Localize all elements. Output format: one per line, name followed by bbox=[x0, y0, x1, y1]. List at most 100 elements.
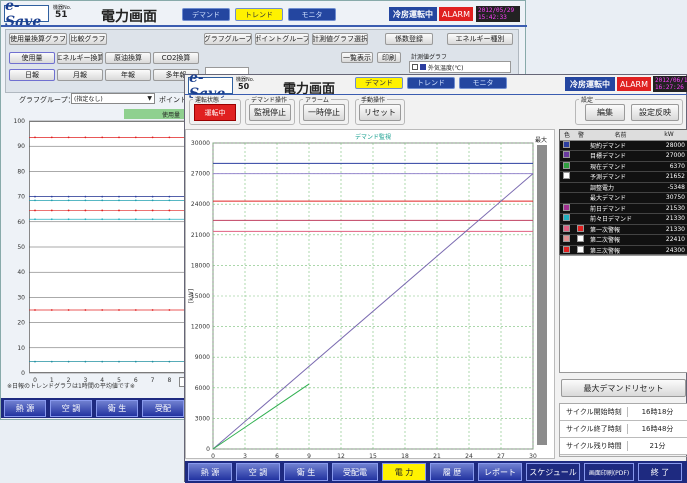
alarm-group-label: アラーム bbox=[303, 95, 331, 104]
trend-point bbox=[34, 309, 36, 311]
cycle-end-row: サイクル終了時刻 16時48分 bbox=[560, 421, 687, 438]
usage-graph-button[interactable]: 使用量換算グラフ bbox=[9, 33, 67, 45]
legend-color-swatch bbox=[563, 245, 570, 253]
datetime-display: 2012/06/13 16:27:26 bbox=[653, 76, 687, 92]
manual-op-label: 手動操作 bbox=[359, 95, 388, 104]
trend-y-tick-label: 80 bbox=[17, 168, 25, 175]
legend-color-swatch bbox=[563, 235, 570, 243]
nav-schedule[interactable]: スケジュール bbox=[526, 463, 580, 481]
legend-alarm-swatch bbox=[577, 224, 584, 232]
cat-tab-energy[interactable]: エネルギー換算 bbox=[57, 52, 103, 64]
pause-button[interactable]: 一時停止 bbox=[303, 104, 345, 121]
meter-item-label: 外気温度(℃) bbox=[428, 64, 464, 72]
compare-graph-button[interactable]: 比較グラフ bbox=[69, 33, 107, 45]
trend-point bbox=[118, 199, 120, 202]
nav-report[interactable]: レポート bbox=[478, 463, 522, 481]
cat-tab-usage[interactable]: 使用量 bbox=[9, 52, 55, 64]
nav-power-dist[interactable]: 受配 bbox=[142, 400, 184, 417]
trend-x-tick-label: 5 bbox=[117, 377, 121, 383]
page-title: 電力画面 bbox=[101, 9, 157, 25]
front-window: e-Save 機器No. 50 電力画面 デマンド トレンド モニタ 冷房運転中… bbox=[184, 70, 687, 483]
demand-chart: 0 3 6 9 12 15 18 21 24 27 30 0 3000 6000 9000 12000 1500… bbox=[188, 133, 537, 459]
reset-button[interactable]: リセット bbox=[359, 104, 401, 121]
esave-logo: e-Save bbox=[4, 0, 49, 30]
running-button[interactable]: 運転中 bbox=[194, 104, 236, 121]
nav-sanitary[interactable]: 衛 生 bbox=[96, 400, 138, 417]
legend-name: 最大デマンド bbox=[590, 195, 627, 203]
nav-print-pdf[interactable]: 画面印刷(PDF) bbox=[584, 463, 634, 481]
register-button[interactable]: 係数登録 bbox=[385, 33, 433, 45]
legend-row[interactable]: 第一次警報 21330 bbox=[560, 224, 687, 235]
alarm-indicator[interactable]: ALARM bbox=[439, 7, 473, 21]
y-tick-label: 3000 bbox=[195, 415, 210, 422]
apply-settings-button[interactable]: 設定反映 bbox=[631, 104, 679, 121]
max-demand-reset-button[interactable]: 最大デマンドリセット bbox=[561, 379, 686, 397]
cycle-start-value: 16時18分 bbox=[627, 407, 687, 417]
nav-history[interactable]: 履 歴 bbox=[430, 463, 474, 481]
nav-heat-source[interactable]: 熱 源 bbox=[4, 400, 46, 417]
legend-row[interactable]: 予測デマンド 21652 bbox=[560, 172, 687, 183]
period-tab-monthly[interactable]: 月報 bbox=[57, 69, 103, 81]
legend-row[interactable]: 第二次警報 22410 bbox=[560, 235, 687, 246]
trend-point bbox=[134, 136, 137, 139]
chart-title: デマンド監視 bbox=[355, 133, 391, 141]
nav-exit[interactable]: 終 了 bbox=[638, 463, 682, 481]
legend-color-swatch bbox=[563, 140, 570, 148]
tab-demand[interactable]: デマンド bbox=[182, 8, 230, 21]
energy-type-button[interactable]: エネルギー種別 bbox=[447, 33, 513, 45]
tab-monitor[interactable]: モニタ bbox=[459, 77, 507, 89]
trend-point bbox=[134, 199, 137, 202]
date-text: 2012/06/13 bbox=[655, 77, 687, 84]
trend-point bbox=[84, 199, 87, 202]
legend-row[interactable]: 最大デマンド 30750 bbox=[560, 193, 687, 204]
bldg-number: 51 bbox=[55, 10, 68, 20]
alarm-indicator[interactable]: ALARM bbox=[617, 77, 651, 91]
legend-row[interactable]: 調整電力 -5348 bbox=[560, 183, 687, 193]
trend-point bbox=[168, 360, 171, 363]
trend-point bbox=[168, 195, 171, 198]
nav-air-conditioning[interactable]: 空 調 bbox=[50, 400, 92, 417]
meter-select-button[interactable]: 計測値グラフ選択 bbox=[312, 33, 368, 45]
trend-y-tick-label: 70 bbox=[17, 194, 25, 201]
cycle-end-label: サイクル終了時刻 bbox=[566, 425, 622, 433]
legend-row[interactable]: 現在デマンド 6370 bbox=[560, 161, 687, 172]
graph-group-button[interactable]: グラフグループ bbox=[204, 33, 252, 45]
cat-tab-co2[interactable]: CO2換算 bbox=[153, 52, 199, 64]
nav-sanitary[interactable]: 衛 生 bbox=[284, 463, 328, 481]
bldg-number: 50 bbox=[238, 82, 250, 91]
tab-trend[interactable]: トレンド bbox=[235, 8, 283, 21]
legend-row[interactable]: 前々日デマンド 21330 bbox=[560, 214, 687, 225]
legend-color-cell bbox=[560, 161, 574, 171]
meter-item-row[interactable]: 外気温度(℃) bbox=[409, 61, 511, 73]
trend-point bbox=[168, 309, 171, 311]
tab-monitor[interactable]: モニタ bbox=[288, 8, 336, 21]
period-tab-yearly[interactable]: 年報 bbox=[105, 69, 151, 81]
edit-button[interactable]: 編集 bbox=[585, 104, 625, 121]
trend-x-tick-label: 1 bbox=[50, 377, 54, 383]
meter-checkbox[interactable] bbox=[412, 64, 418, 70]
group-select[interactable]: (指定なし) ▼ bbox=[71, 93, 155, 104]
print-button[interactable]: 印刷 bbox=[377, 52, 401, 63]
tab-demand[interactable]: デマンド bbox=[355, 77, 403, 89]
tab-trend[interactable]: トレンド bbox=[407, 77, 455, 89]
legend-name: 調整電力 bbox=[590, 184, 615, 192]
list-show-button[interactable]: 一覧表示 bbox=[341, 52, 373, 63]
legend-color-cell bbox=[560, 151, 574, 160]
period-tab-daily[interactable]: 日報 bbox=[9, 69, 55, 81]
nav-heat-source[interactable]: 熱 源 bbox=[188, 463, 232, 481]
cat-tab-crude[interactable]: 原油換算 bbox=[105, 52, 151, 64]
nav-power-dist[interactable]: 受配電 bbox=[332, 463, 378, 481]
trend-point bbox=[67, 195, 70, 198]
nav-air-conditioning[interactable]: 空 調 bbox=[236, 463, 280, 481]
legend-row[interactable]: 目標デマンド 27000 bbox=[560, 151, 687, 162]
trend-point bbox=[84, 195, 87, 198]
legend-row[interactable]: 契約デマンド 28000 bbox=[560, 140, 687, 151]
trend-point bbox=[50, 209, 53, 212]
demand-op-label: デマンド操作 bbox=[249, 95, 290, 104]
nav-power[interactable]: 電 力 bbox=[382, 463, 426, 481]
trend-point bbox=[34, 136, 36, 139]
legend-row[interactable]: 前日デマンド 21530 bbox=[560, 203, 687, 214]
trend-point bbox=[50, 309, 53, 311]
point-group-button[interactable]: ポイントグループ bbox=[255, 33, 309, 45]
monitor-stop-button[interactable]: 監視停止 bbox=[249, 104, 291, 121]
